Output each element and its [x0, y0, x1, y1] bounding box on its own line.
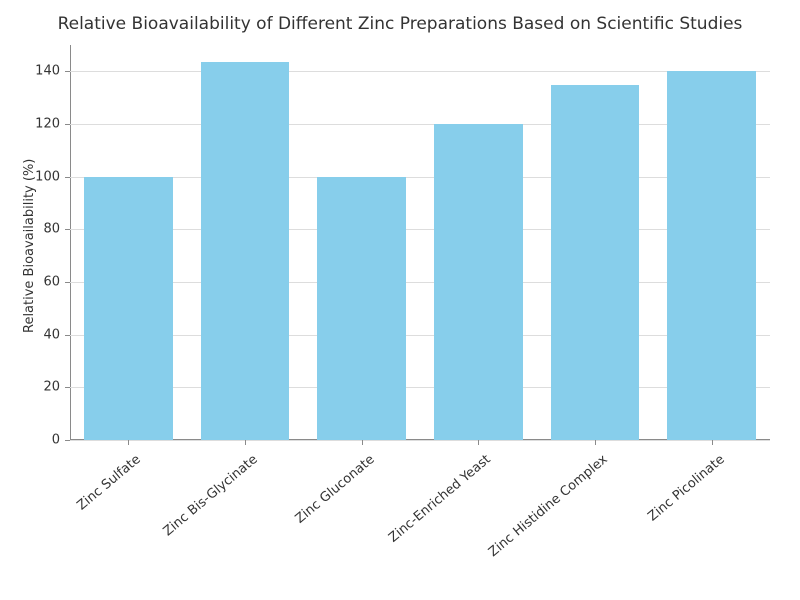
bar [317, 177, 406, 440]
bar [434, 124, 523, 440]
ytick-label: 0 [0, 433, 60, 448]
xtick-mark [128, 440, 129, 445]
ytick-mark [65, 282, 70, 283]
gridline [70, 440, 770, 441]
ytick-mark [65, 335, 70, 336]
bar [667, 71, 756, 440]
bioavailability-bar-chart: Relative Bioavailability of Different Zi… [0, 0, 800, 600]
ytick-label: 100 [0, 169, 60, 184]
xtick-mark [595, 440, 596, 445]
ytick-mark [65, 71, 70, 72]
ytick-label: 120 [0, 117, 60, 132]
ytick-mark [65, 177, 70, 178]
gridline [70, 335, 770, 336]
ytick-mark [65, 229, 70, 230]
chart-title: Relative Bioavailability of Different Zi… [0, 14, 800, 34]
ytick-mark [65, 124, 70, 125]
gridline [70, 71, 770, 72]
bar [551, 85, 640, 441]
ytick-mark [65, 440, 70, 441]
ytick-label: 140 [0, 64, 60, 79]
ytick-mark [65, 387, 70, 388]
ytick-label: 80 [0, 222, 60, 237]
y-axis-spine [70, 45, 71, 440]
bar [84, 177, 173, 440]
gridline [70, 282, 770, 283]
gridline [70, 124, 770, 125]
xtick-mark [712, 440, 713, 445]
ytick-label: 40 [0, 327, 60, 342]
gridline [70, 177, 770, 178]
ytick-label: 20 [0, 380, 60, 395]
xtick-mark [245, 440, 246, 445]
xtick-mark [478, 440, 479, 445]
plot-area [70, 45, 770, 440]
gridline [70, 387, 770, 388]
ytick-label: 60 [0, 275, 60, 290]
xtick-mark [362, 440, 363, 445]
gridline [70, 229, 770, 230]
bar [201, 62, 290, 440]
y-axis-label: Relative Bioavailability (%) [22, 158, 37, 332]
